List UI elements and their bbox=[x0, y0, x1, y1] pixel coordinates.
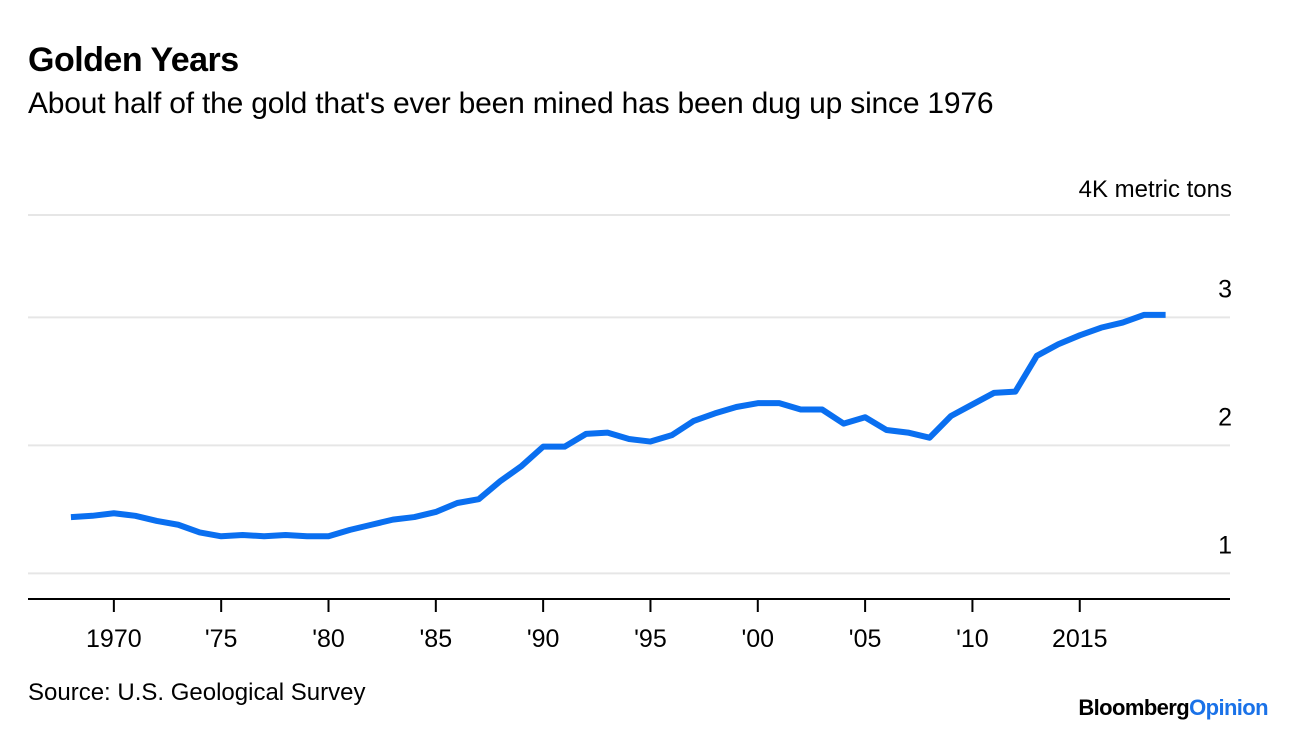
tick-labels: 1 2 3 4K metric tons 1970 '75 '80 '85 '90 '95 '00 '… bbox=[86, 176, 1232, 653]
x-tick-label: 2015 bbox=[1052, 625, 1108, 653]
x-tick-label: '10 bbox=[956, 625, 989, 653]
y-tick-label: 3 bbox=[1218, 275, 1232, 303]
series-line-gold-production bbox=[70, 311, 1166, 540]
brand-logo: BloombergOpinion bbox=[1078, 693, 1268, 723]
series-layer bbox=[70, 311, 1166, 540]
y-tick-label: 1 bbox=[1218, 531, 1232, 559]
chart-subtitle: About half of the gold that's ever been … bbox=[28, 87, 994, 120]
y-tick-label: 2 bbox=[1218, 403, 1232, 431]
grid-lines bbox=[28, 214, 1230, 575]
x-tick-label: '90 bbox=[527, 625, 560, 653]
source-note: Source: U.S. Geological Survey bbox=[28, 679, 366, 706]
x-tick-label: '00 bbox=[741, 625, 774, 653]
x-tick-label: '95 bbox=[634, 625, 667, 653]
x-tick-label: '80 bbox=[312, 625, 345, 653]
brand-accent: Opinion bbox=[1189, 695, 1269, 720]
x-tick-label: '05 bbox=[849, 625, 882, 653]
brand-primary: Bloomberg bbox=[1078, 695, 1190, 720]
chart-title: Golden Years bbox=[28, 41, 239, 79]
x-tick-label: '85 bbox=[420, 625, 453, 653]
x-tick-label: 1970 bbox=[86, 625, 142, 653]
x-tick-label: '75 bbox=[205, 625, 238, 653]
x-axis bbox=[28, 598, 1230, 612]
y-axis-unit-label: 4K metric tons bbox=[1079, 176, 1232, 203]
